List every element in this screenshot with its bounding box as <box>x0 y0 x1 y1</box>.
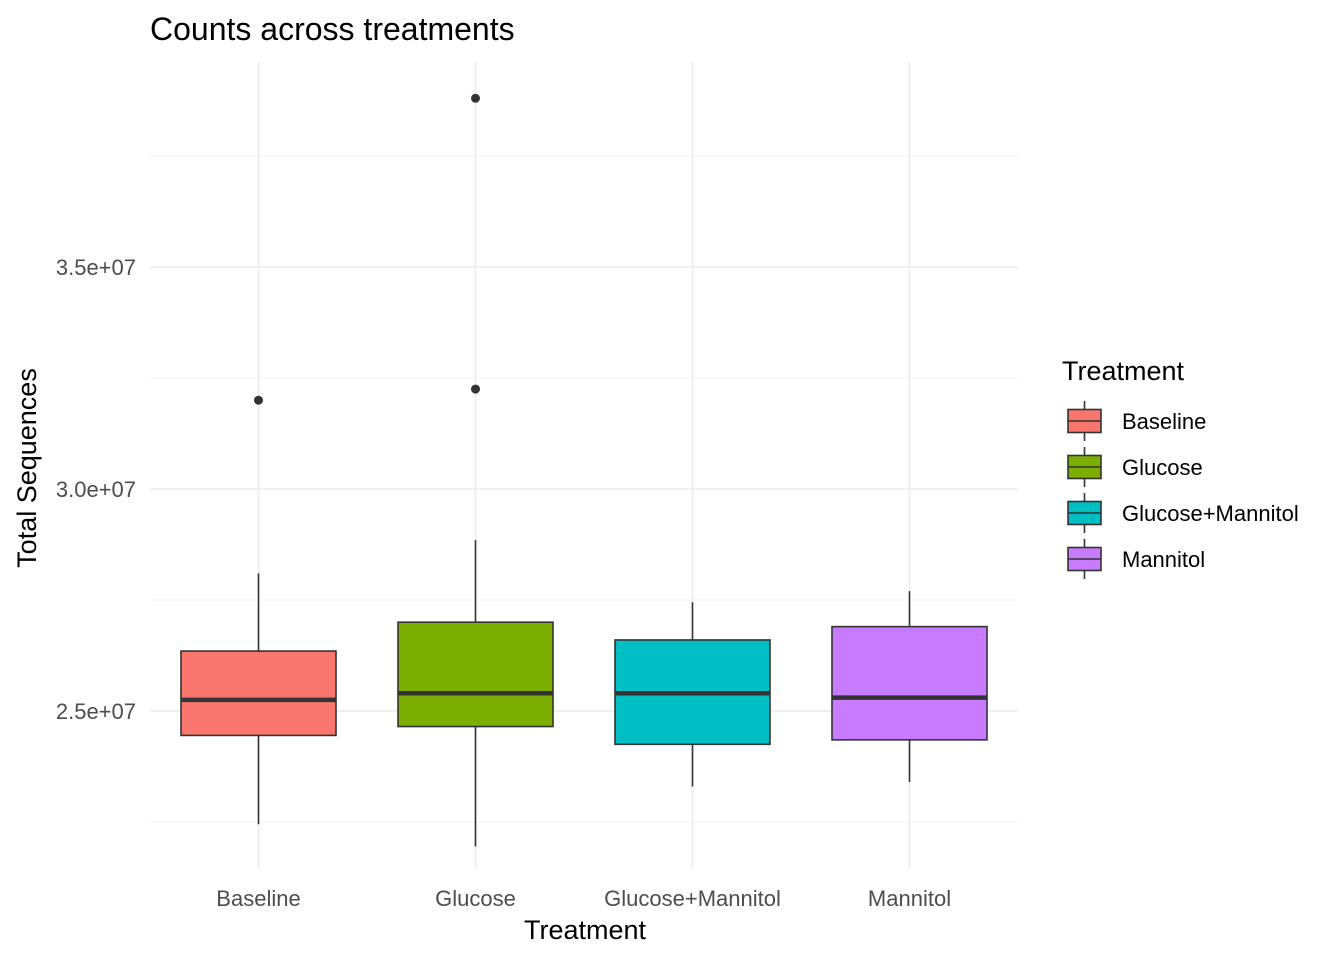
legend-item: Glucose <box>1067 447 1203 487</box>
box-iqr <box>180 650 337 737</box>
outlier-point <box>471 93 480 103</box>
legend-title: Treatment <box>1062 356 1185 386</box>
y-axis-title: Total Sequences <box>12 368 42 568</box>
box-glucose-mannitol <box>614 602 771 787</box>
outlier-point <box>254 395 263 405</box>
grid <box>150 62 1018 868</box>
legend: Treatment Baseline Glucose Glucose+Mannito… <box>1062 356 1299 579</box>
x-tick-label: Glucose <box>435 886 516 911</box>
legend-item: Baseline <box>1067 401 1206 441</box>
legend-label: Baseline <box>1122 409 1206 434</box>
legend-item: Glucose+Mannitol <box>1067 493 1299 533</box>
outlier-point <box>471 384 480 394</box>
box-mannitol <box>831 591 988 783</box>
legend-label: Mannitol <box>1122 547 1205 572</box>
box-iqr <box>397 621 554 728</box>
x-axis-title: Treatment <box>524 915 647 945</box>
plot-area <box>180 93 988 847</box>
y-axis-ticks: 2.5e+07 3.0e+07 3.5e+07 <box>56 255 136 724</box>
x-tick-label: Glucose+Mannitol <box>604 886 781 911</box>
legend-label: Glucose <box>1122 455 1203 480</box>
y-tick-label: 3.0e+07 <box>56 477 136 502</box>
legend-item: Mannitol <box>1067 539 1205 579</box>
chart-title: Counts across treatments <box>150 11 515 47</box>
box-glucose <box>397 93 554 847</box>
y-tick-label: 2.5e+07 <box>56 699 136 724</box>
y-tick-label: 3.5e+07 <box>56 255 136 280</box>
box-baseline <box>180 395 337 825</box>
x-tick-label: Baseline <box>216 886 300 911</box>
legend-label: Glucose+Mannitol <box>1122 501 1299 526</box>
x-tick-label: Mannitol <box>868 886 951 911</box>
x-axis-ticks: Baseline Glucose Glucose+Mannitol Mannitol <box>216 886 951 911</box>
box-iqr <box>831 625 988 741</box>
